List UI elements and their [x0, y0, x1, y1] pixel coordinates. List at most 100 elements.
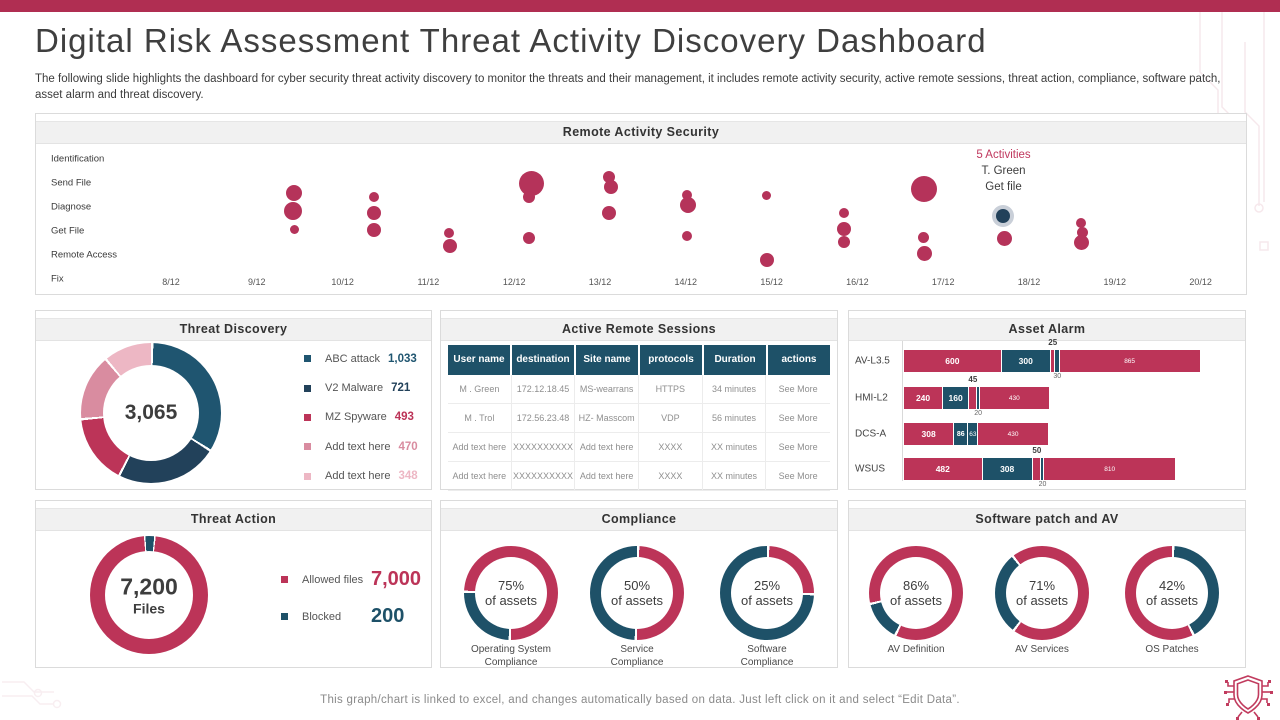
activity-bubble[interactable]: [916, 245, 932, 261]
activity-bubble[interactable]: [838, 236, 850, 248]
annotation-action: Get file: [985, 181, 1022, 193]
bar-segment: 600: [904, 350, 1002, 372]
activity-bubble[interactable]: [367, 223, 381, 237]
bar-segment: [976, 387, 980, 409]
shield-logo-icon: [1224, 675, 1273, 720]
gauge-donut: [995, 546, 1089, 640]
donut-caption: Software Compliance: [740, 644, 794, 668]
activity-bubble[interactable]: [761, 190, 771, 200]
gauge-donut: [869, 546, 963, 640]
table-cell: 172.12.18.45: [511, 375, 576, 404]
see-more-link[interactable]: See More: [766, 375, 830, 404]
bar-segment: 300: [1001, 350, 1051, 372]
panel-title: Threat Action: [36, 508, 431, 531]
activity-bubble[interactable]: [996, 230, 1012, 246]
table-row: M . Trol 172.56.23.48 HZ- Masscom VDP 56 min…: [448, 404, 830, 433]
panel-compliance: Compliance 75% of assets Operating System …: [440, 500, 838, 668]
donut-center-label: 75% of assets: [484, 578, 538, 608]
table-cell: XX minutes: [702, 433, 767, 462]
table-cell: Add text here: [448, 433, 512, 462]
bar-value-label: 20: [974, 410, 983, 417]
activity-bubble[interactable]: [369, 192, 379, 202]
bar-axis: [902, 341, 903, 481]
legend-item: MZ Spyware 493: [304, 403, 418, 432]
panel-active-remote-sessions: Active Remote Sessions User name destinat…: [440, 310, 838, 491]
circuit-decoration-icon: [2, 681, 62, 709]
activity-bubble[interactable]: [1073, 234, 1089, 250]
table-cell: 172.56.23.48: [511, 404, 576, 433]
table-cell: 56 minutes: [702, 404, 767, 433]
x-axis-label: 12/12: [502, 277, 526, 287]
donut-hole: [103, 365, 199, 461]
donut-hole: [475, 557, 547, 629]
bar-segment: 430: [978, 423, 1049, 445]
panel-title: Software patch and AV: [849, 508, 1245, 531]
activity-bubble[interactable]: [604, 180, 618, 194]
activity-bubble[interactable]: [917, 231, 929, 243]
gauge-donut: [1125, 546, 1219, 640]
bar-category-label: AV-L3.5: [855, 355, 890, 367]
legend-swatch-icon: [304, 413, 311, 421]
activity-bubble[interactable]: [682, 190, 692, 200]
table-header-cell: User name: [448, 345, 510, 375]
table-cell: XXXX: [639, 462, 703, 491]
activity-bubble[interactable]: [1076, 218, 1086, 228]
donut-hole: [880, 557, 952, 629]
table-row: Add text here XXXXXXXXXX Add text here XXXX…: [448, 433, 830, 462]
activity-bubble[interactable]: [680, 197, 696, 213]
activity-bubble[interactable]: [444, 228, 454, 238]
selected-activity-bubble[interactable]: [996, 209, 1010, 223]
panel-remote-activity-security: Remote Activity Security 5 Activities T.…: [35, 113, 1247, 295]
table-cell: MS-wearrans: [575, 375, 639, 404]
activity-bubble[interactable]: [760, 253, 774, 267]
donut-center-label: 42% of assets: [1145, 578, 1199, 608]
footer-note: This graph/chart is linked to excel, and…: [320, 694, 960, 706]
x-axis-label: 8/12: [162, 277, 180, 287]
activity-bubble[interactable]: [911, 176, 937, 202]
x-axis-label: 15/12: [760, 277, 783, 287]
legend-label: Add text here: [325, 440, 391, 453]
legend-swatch-icon: [281, 613, 288, 620]
activity-bubble[interactable]: [286, 185, 302, 201]
table-cell: XXXXXXXXXX: [511, 462, 576, 491]
bar-value-label: 45: [968, 375, 978, 384]
stacked-bar: 600 300 865: [904, 350, 1201, 372]
legend-swatch-icon: [304, 472, 311, 480]
donut-center-label: 86% of assets: [889, 578, 943, 608]
activity-bubble[interactable]: [602, 206, 616, 220]
table-header-row: User name destination Site name protocols Du…: [448, 345, 830, 375]
table-cell: M . Trol: [448, 404, 512, 433]
panel-title: Threat Discovery: [36, 318, 431, 341]
donut-hole: [105, 551, 193, 639]
see-more-link[interactable]: See More: [766, 433, 830, 462]
gauge-donut: [720, 546, 814, 640]
legend-value: 7,000: [371, 568, 422, 590]
bar-value-label: 20: [1038, 481, 1047, 488]
bar-segment: 240: [904, 387, 944, 409]
table-cell: VDP: [639, 404, 703, 433]
bar-value-label: 30: [1053, 373, 1062, 380]
activity-bubble[interactable]: [367, 206, 381, 220]
bar-category-label: HMI-L2: [855, 392, 888, 404]
stacked-bar: 308 86 63 430: [904, 423, 1049, 445]
bar-value-label: 50: [1032, 446, 1042, 455]
table-row: M . Green 172.12.18.45 MS-wearrans HTTPS 34 …: [448, 375, 830, 404]
activity-bubble[interactable]: [1076, 226, 1088, 238]
activity-bubble[interactable]: [443, 239, 457, 253]
activity-bubble[interactable]: [839, 208, 849, 218]
bar-segment: 482: [904, 458, 983, 480]
activity-bubble[interactable]: [289, 224, 299, 234]
bar-value-label: 25: [1048, 338, 1058, 347]
bar-segment: 865: [1059, 350, 1201, 372]
activity-bubble[interactable]: [523, 191, 535, 203]
legend-swatch-icon: [281, 576, 288, 583]
table-cell: 34 minutes: [702, 375, 767, 404]
see-more-link[interactable]: See More: [766, 404, 830, 433]
bar-segment: 160: [943, 387, 970, 409]
activity-bubble[interactable]: [284, 202, 302, 220]
activity-bubble[interactable]: [682, 231, 692, 241]
activity-bubble[interactable]: [837, 222, 851, 236]
activity-bubble[interactable]: [523, 232, 535, 244]
see-more-link[interactable]: See More: [766, 462, 830, 491]
bar-category-label: DCS-A: [855, 428, 887, 440]
